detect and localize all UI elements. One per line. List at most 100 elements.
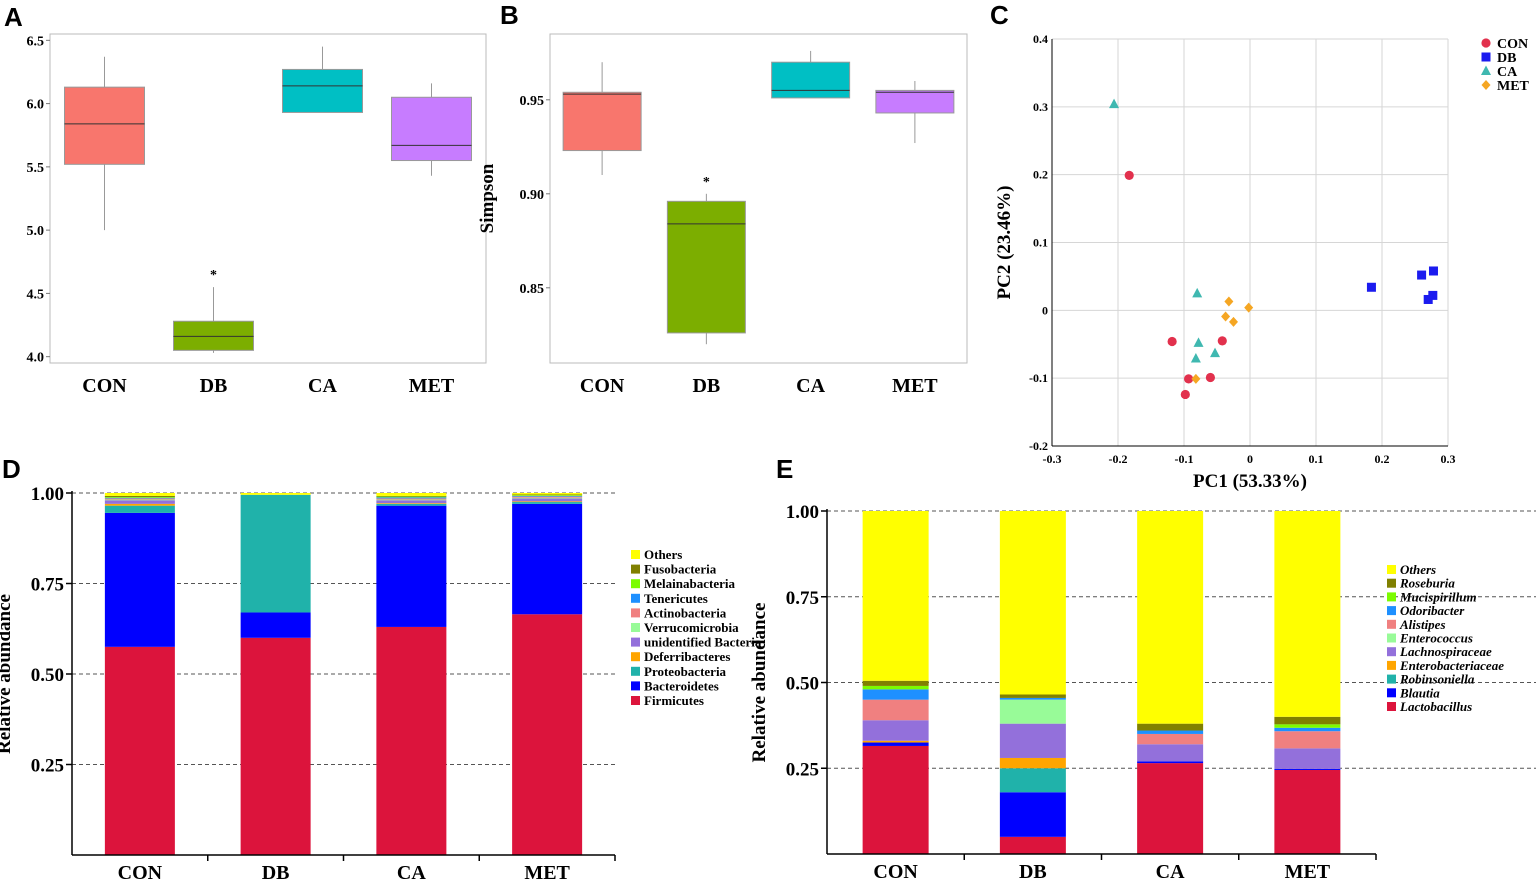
legend-label: Proteobacteria bbox=[644, 664, 727, 679]
bar-segment bbox=[999, 768, 1066, 793]
x-category-label: MET bbox=[892, 375, 938, 397]
point-met bbox=[1224, 296, 1234, 307]
bar-segment bbox=[862, 511, 929, 681]
y-axis-title: PC2 (23.46%) bbox=[994, 186, 1015, 300]
x-tick-label: 0.3 bbox=[1441, 452, 1456, 466]
legend-label: Others bbox=[1400, 562, 1436, 577]
y-tick-label: 5.0 bbox=[27, 224, 45, 239]
x-category-label: MET bbox=[409, 375, 455, 397]
legend-label: Lactobacillus bbox=[1399, 699, 1472, 714]
bar-segment bbox=[512, 501, 583, 503]
legend-swatch bbox=[1387, 674, 1396, 684]
y-axis-title: Simpson bbox=[477, 163, 498, 233]
x-tick-label: 0 bbox=[1247, 452, 1253, 466]
legend-swatch bbox=[1387, 688, 1396, 698]
panel-e-genus-stacked-bar: 0.25 0.50 0.75 1.00 CON DB CA MET Relative abund… bbox=[749, 502, 1536, 883]
bar-segment bbox=[512, 493, 583, 495]
bar-segment bbox=[999, 836, 1066, 854]
bar-segment bbox=[104, 495, 175, 497]
legend-swatch bbox=[631, 564, 640, 574]
point-ca bbox=[1193, 337, 1204, 347]
legend-label: Bacteroidetes bbox=[644, 678, 719, 693]
x-category-label: DB bbox=[262, 862, 290, 884]
point-db bbox=[1428, 266, 1438, 276]
x-category-label: DB bbox=[200, 375, 228, 397]
point-db bbox=[1366, 282, 1376, 292]
point-met bbox=[1191, 373, 1201, 384]
bar-segment bbox=[862, 720, 929, 741]
point-con bbox=[1217, 336, 1227, 346]
x-category-label: CON bbox=[873, 861, 918, 883]
legend-label: CA bbox=[1497, 65, 1518, 80]
bar-segment bbox=[240, 493, 311, 495]
bar-segment bbox=[376, 496, 447, 498]
y-tick-label: 0.1 bbox=[1033, 236, 1048, 250]
box-met bbox=[391, 96, 472, 162]
plot-frame bbox=[49, 33, 487, 364]
legend-swatch bbox=[1387, 592, 1396, 602]
legend-label: Firmicutes bbox=[644, 693, 704, 708]
bar-segment bbox=[862, 699, 929, 721]
legend-swatch bbox=[631, 666, 640, 676]
y-tick-label: -0.2 bbox=[1029, 439, 1048, 453]
legend-label: Verrucomicrobia bbox=[644, 620, 739, 635]
legend-swatch bbox=[631, 696, 640, 705]
point-db bbox=[1428, 290, 1438, 300]
bar-segment bbox=[512, 502, 583, 504]
bar-segment bbox=[862, 745, 929, 854]
legend-swatch bbox=[1387, 578, 1396, 588]
bar-segment bbox=[999, 723, 1066, 758]
bar-segment bbox=[1137, 761, 1204, 764]
point-db bbox=[1417, 270, 1427, 280]
bar-segment bbox=[376, 503, 447, 506]
bar-segment bbox=[1274, 769, 1341, 854]
legend-label: Enterococcus bbox=[1399, 631, 1473, 646]
y-tick-label: -0.1 bbox=[1029, 371, 1048, 385]
significance-marker: * bbox=[703, 175, 710, 190]
legend-swatch bbox=[1387, 633, 1396, 643]
bar-segment bbox=[104, 512, 175, 647]
legend-swatch bbox=[631, 623, 640, 632]
y-tick-label: 0.90 bbox=[520, 188, 545, 203]
bar-segment bbox=[512, 495, 583, 496]
box-con bbox=[64, 86, 145, 165]
legend-label: Blautia bbox=[1399, 685, 1440, 700]
bar-segment bbox=[104, 499, 175, 501]
bar-segment bbox=[512, 497, 583, 499]
x-tick-label: -0.3 bbox=[1043, 452, 1062, 466]
panel-b-simpson-boxplot: 0.85 0.90 0.95 CON * DB CA MET Simpson bbox=[477, 33, 968, 397]
plot-frame bbox=[549, 33, 968, 364]
bar-segment bbox=[104, 497, 175, 499]
legend-label: Lachnospiraceae bbox=[1399, 644, 1492, 659]
bar-segment bbox=[1137, 763, 1204, 854]
bar-segment bbox=[104, 505, 175, 513]
bar-segment bbox=[1274, 727, 1341, 732]
point-con bbox=[1167, 336, 1177, 347]
point-con bbox=[1124, 170, 1134, 180]
bar-segment bbox=[104, 500, 175, 504]
bar-segment bbox=[1274, 748, 1341, 769]
bar-segment bbox=[999, 792, 1066, 837]
bar-segment bbox=[999, 699, 1066, 724]
bar-segment bbox=[104, 503, 175, 506]
legend-swatch bbox=[1387, 606, 1396, 616]
y-tick-label: 6.0 bbox=[27, 98, 45, 113]
legend-label: Others bbox=[644, 547, 682, 562]
point-met bbox=[1221, 311, 1231, 322]
x-tick-label: 0.1 bbox=[1309, 452, 1324, 466]
y-tick-label: 0.75 bbox=[786, 588, 819, 609]
box-ca bbox=[282, 68, 363, 113]
significance-marker: * bbox=[210, 268, 217, 283]
x-category-label: CA bbox=[1156, 861, 1185, 883]
bar-segment bbox=[999, 757, 1066, 769]
x-tick-label: -0.1 bbox=[1175, 452, 1194, 466]
bar-segment bbox=[376, 499, 447, 501]
legend-label: unidentified Bacteria bbox=[644, 635, 762, 650]
x-axis-title: PC1 (53.33%) bbox=[1193, 471, 1307, 492]
x-category-label: CON bbox=[580, 375, 625, 397]
y-tick-label: 1.00 bbox=[31, 484, 64, 505]
legend-label: Deferribacteres bbox=[644, 649, 730, 664]
y-tick-label: 1.00 bbox=[786, 502, 819, 523]
